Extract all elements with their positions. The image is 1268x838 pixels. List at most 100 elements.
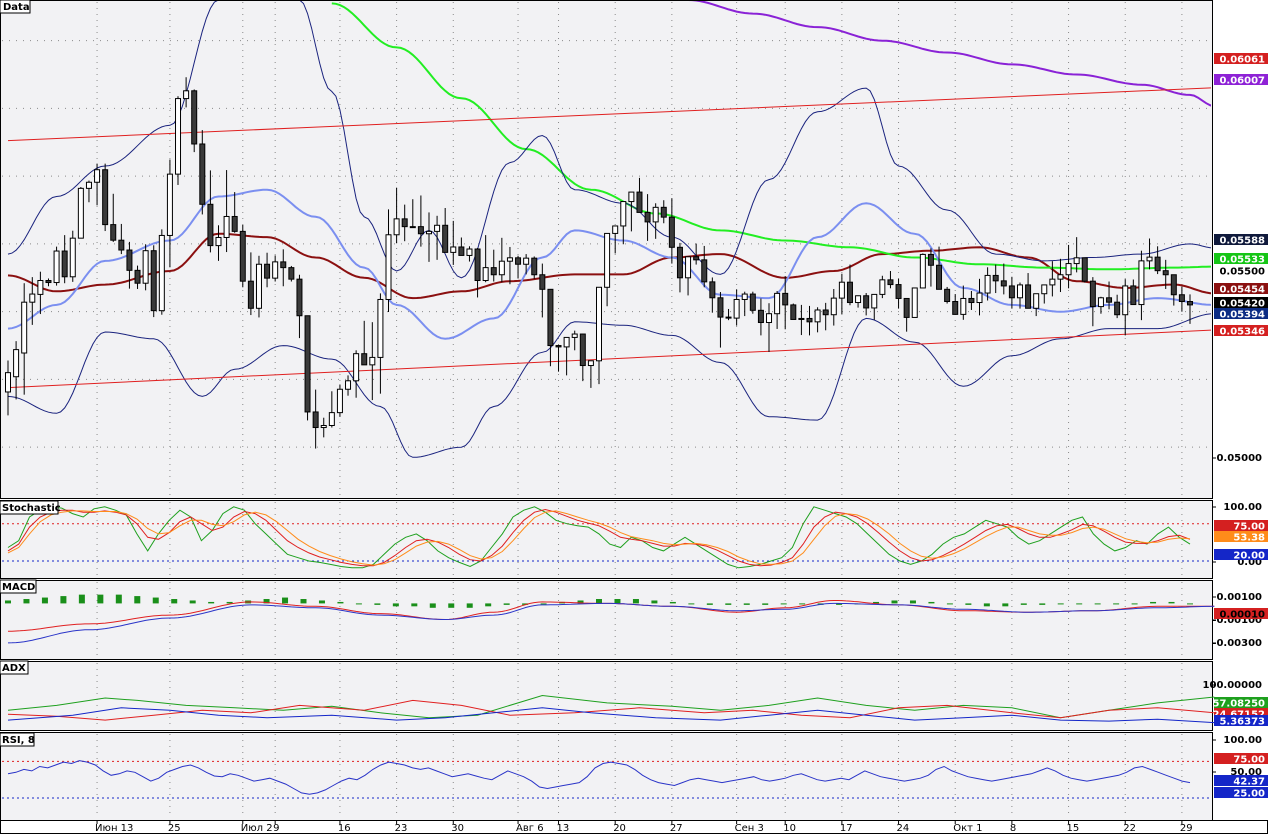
adx-pane-label: ADX: [2, 663, 26, 674]
candle-body: [919, 253, 926, 289]
candle-body: [911, 287, 918, 318]
candle-body: [207, 203, 214, 247]
rsi-pane-label: RSI, 8: [2, 735, 35, 746]
stoch_mid-line: [7, 508, 1191, 567]
candle-body: [442, 224, 449, 253]
time-axis: Июн 13 25 Июл 2 9 16 23 30 Авг 6 13 20 27 Сен 3 10 17…: [95, 820, 1193, 834]
candle-body: [717, 297, 724, 318]
time-axis-label: 17: [840, 823, 853, 834]
time-axis-label: 23: [395, 823, 408, 834]
rsi-badge: 75.00: [1233, 755, 1265, 766]
candle-body: [830, 297, 837, 316]
adx_line-line: [7, 707, 1215, 724]
candle-body: [247, 280, 254, 309]
candle-body: [1073, 257, 1080, 265]
candle-body: [320, 425, 327, 429]
adx-pane-label-box: [0, 660, 29, 675]
candle-body: [652, 206, 659, 223]
candle-body: [199, 143, 206, 205]
stochastic-pane-label-box: [0, 500, 59, 515]
candle-body: [239, 230, 246, 282]
macd-histogram-bar: [1131, 603, 1138, 605]
candle-body: [676, 246, 683, 279]
candle-body: [547, 288, 554, 347]
candle-body: [474, 248, 481, 282]
macd-pane-label-box: [0, 579, 37, 594]
macd-histogram-bar: [208, 601, 215, 604]
candle-body: [944, 288, 951, 303]
macd-histogram-bar: [1002, 603, 1009, 607]
candle-body: [458, 246, 465, 256]
time-axis-label: 8: [1010, 823, 1016, 834]
time-axis-label: 9: [273, 823, 279, 834]
macd-histogram-bar: [1020, 603, 1027, 605]
candle-body: [1057, 274, 1064, 280]
macd-histogram-bar: [688, 603, 695, 605]
macd-axis-label: 0.00100: [1216, 592, 1262, 603]
candle-body: [61, 250, 68, 278]
candle-body: [1049, 278, 1056, 286]
candle-body: [838, 281, 845, 299]
time-axis-label: 10: [783, 823, 796, 834]
candle-body: [490, 267, 497, 276]
macd-histogram-bar: [1168, 601, 1175, 604]
macd-histogram-bar: [614, 599, 621, 604]
macd-histogram-bar: [23, 599, 30, 604]
macd-histogram-bar: [1113, 603, 1120, 605]
macd-histogram-bar: [78, 594, 85, 604]
candle-body: [644, 211, 651, 223]
adx-badge: 5.36373: [1219, 717, 1265, 728]
candle-body: [175, 98, 182, 175]
candle-body: [134, 269, 141, 284]
candle-body: [1178, 294, 1185, 303]
candle-body: [628, 191, 635, 203]
candle-body: [1033, 293, 1040, 309]
candle-body: [1170, 274, 1177, 296]
candle-body: [871, 293, 878, 309]
pane-labels: Data Stochastic MACD ADX RSI, 8: [0, 0, 61, 747]
macd-histogram-bar: [263, 599, 270, 604]
candle-body: [450, 246, 457, 253]
candle-body: [45, 280, 52, 284]
macd-histogram-bar: [171, 599, 178, 604]
candle-body: [782, 292, 789, 306]
candle-body: [733, 298, 740, 319]
candle-body: [466, 248, 473, 256]
macd-histogram-bar: [337, 601, 344, 604]
stochastic-axis-label: 100.00: [1223, 502, 1262, 513]
macd-histogram-bar: [1039, 603, 1046, 605]
candle-body: [280, 261, 287, 269]
candle-body: [660, 206, 667, 218]
main-badge-box: [1214, 253, 1268, 264]
candle-body: [563, 336, 570, 348]
macd-histogram-bar: [189, 600, 196, 604]
channel_lower-line: [7, 329, 1211, 389]
macd-axis-label: -0.00100: [1212, 615, 1262, 626]
main-pane-label-box: [0, 0, 31, 14]
candle-body: [766, 313, 773, 324]
candle-body: [1162, 270, 1169, 276]
candle-body: [312, 411, 319, 429]
macd-histogram-bar: [1187, 603, 1193, 605]
macd-histogram-bar: [743, 603, 750, 605]
signal_line-line: [7, 602, 1215, 644]
candle-body: [1016, 284, 1023, 299]
candle-body: [409, 226, 416, 229]
candle-body: [191, 90, 198, 145]
time-axis-label: 13: [557, 823, 570, 834]
rsi-axis-label: 100.00: [1223, 735, 1262, 746]
adx-badge-box: [1214, 708, 1268, 719]
macd-histogram-bar: [1150, 601, 1157, 604]
stochastic-badge: 53.38: [1233, 533, 1265, 544]
candle-body: [150, 250, 157, 312]
candle-body: [774, 292, 781, 315]
candle-body: [401, 218, 408, 228]
candle-body: [1081, 257, 1088, 282]
candle-body: [118, 239, 125, 251]
macd-histogram-bar: [725, 603, 732, 605]
candle-body: [102, 169, 109, 226]
candle-body: [223, 215, 230, 238]
candle-body: [636, 191, 643, 213]
